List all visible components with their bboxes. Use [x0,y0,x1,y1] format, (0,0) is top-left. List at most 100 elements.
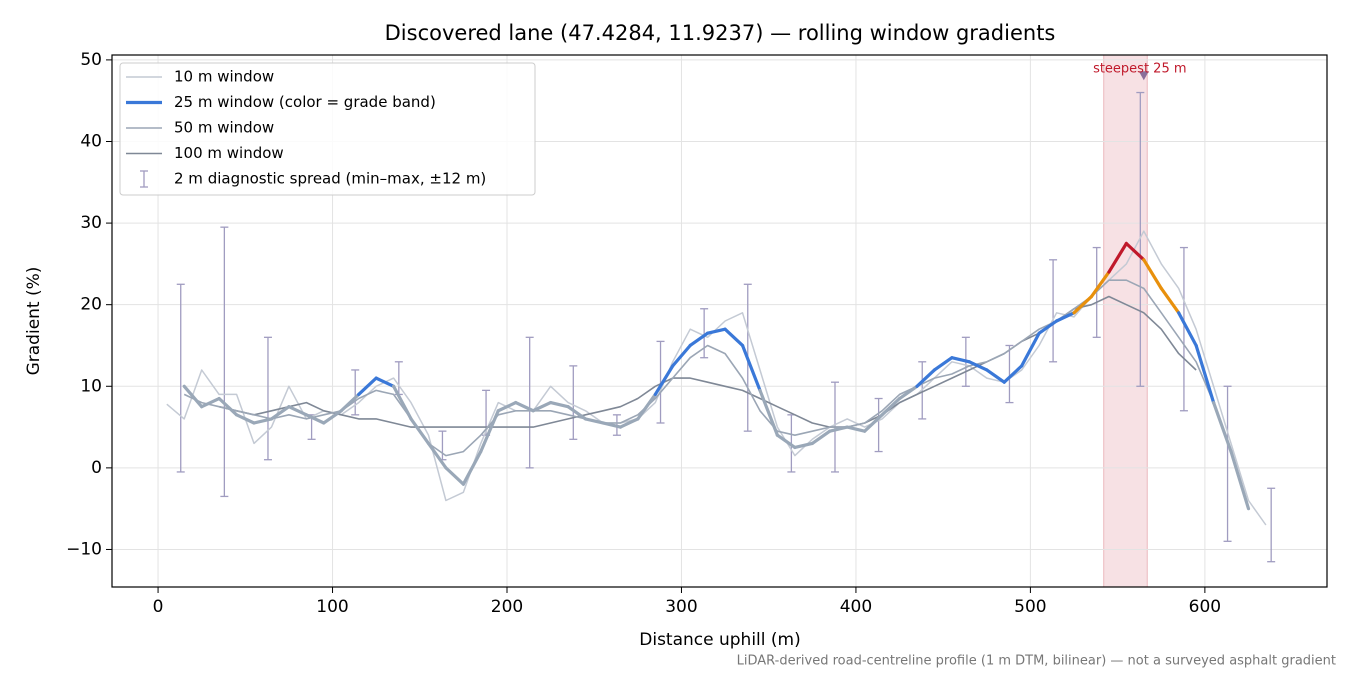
error-bar [1267,487,1276,563]
error-bar [700,308,709,359]
series-line [166,230,1267,526]
line-segment [409,417,431,445]
line-segment [863,413,884,433]
line-segment [287,405,308,417]
line-segment [374,376,396,388]
line-segment [1194,343,1216,405]
line-segment [810,429,832,445]
x-tick-label: 100 [316,597,348,617]
line-segment [880,396,902,417]
error-bar [220,226,229,498]
line-segment [932,356,954,372]
line-segment [601,421,623,429]
line-segment [357,376,378,397]
line-segment [636,392,657,421]
line-segment [1142,258,1163,290]
legend-label: 2 m diagnostic spread (min–max, ±12 m) [174,170,486,188]
error-bar [874,397,883,453]
error-bar [656,340,665,424]
line-segment [444,466,465,486]
y-tick-label: 10 [80,376,102,396]
x-tick-label: 600 [1189,597,1221,617]
line-segment [426,441,448,470]
error-bar [1049,259,1058,363]
line-segment [200,396,221,409]
line-segment [845,425,867,433]
line-segment [653,364,675,397]
legend-label: 50 m window [174,119,274,137]
line-segment [304,413,326,425]
line-segment [339,392,361,413]
error-bar [1179,246,1188,412]
highlight-label: steepest 25 m [1093,62,1186,77]
y-tick-label: 20 [80,295,102,315]
line-segment [688,331,710,348]
legend: 10 m window 25 m window (color = grade ba… [119,62,536,196]
y-tick-label: 0 [91,458,102,478]
line-segment [496,400,518,413]
line-segment [1124,241,1146,262]
line-segment [915,368,937,388]
error-bar [263,336,272,461]
x-tick-label: 200 [491,597,523,617]
line-segment [897,384,919,401]
line-segment [234,413,256,425]
line-segment [583,417,605,425]
error-bar [176,283,185,473]
line-segment [828,425,849,433]
line-segment [758,388,780,437]
y-tick-label: 30 [80,213,102,233]
line-segment [740,343,762,392]
line-segment [1177,311,1198,348]
legend-box [119,62,536,196]
error-bar [525,336,534,469]
x-axis-label: Distance uphill (m) [639,630,800,650]
legend-label: 25 m window (color = grade band) [174,93,436,111]
legend-label: 100 m window [174,144,284,162]
line-segment [618,417,640,429]
x-tick-label: 400 [840,597,872,617]
line-segment [1229,449,1251,511]
line-segment [479,409,500,454]
footnote: LiDAR-derived road-centreline profile (1… [737,654,1336,669]
x-tick-label: 0 [153,597,164,617]
error-bar [1136,91,1145,387]
line-segment [269,405,291,421]
series-line [218,295,1197,428]
error-bar [1005,344,1014,404]
error-bar [1223,385,1232,542]
legend-label: 10 m window [174,68,274,86]
line-segment [1089,270,1111,299]
line-segment [1002,364,1024,384]
line-segment [322,409,343,425]
line-segment [1020,331,1041,368]
x-tick-label: 500 [1014,597,1046,617]
line-segment [967,360,989,372]
line-segment [461,449,483,486]
line-segment [1159,286,1181,315]
line-segment [1054,311,1076,323]
line-segment [1107,241,1128,274]
line-segment [182,384,204,409]
plot-frame [111,54,1328,588]
line-segment [793,441,814,450]
y-axis-label: Gradient (%) [24,267,44,376]
line-segment [706,327,727,335]
line-segment [549,400,570,409]
line-segment [671,343,692,368]
line-segment [391,384,413,421]
y-tick-label: 50 [80,50,102,70]
line-segment [531,400,553,413]
error-bar [569,365,578,440]
line-segment [514,400,535,413]
line-segment [985,368,1006,384]
line-segment [723,327,745,348]
line-segment [1037,319,1059,335]
line-segment [775,433,797,450]
series-line [183,279,1232,457]
line-segment [252,417,274,425]
line-segment [950,356,971,364]
y-tick-label: 40 [80,131,102,151]
steepest-marker [1138,71,1149,81]
